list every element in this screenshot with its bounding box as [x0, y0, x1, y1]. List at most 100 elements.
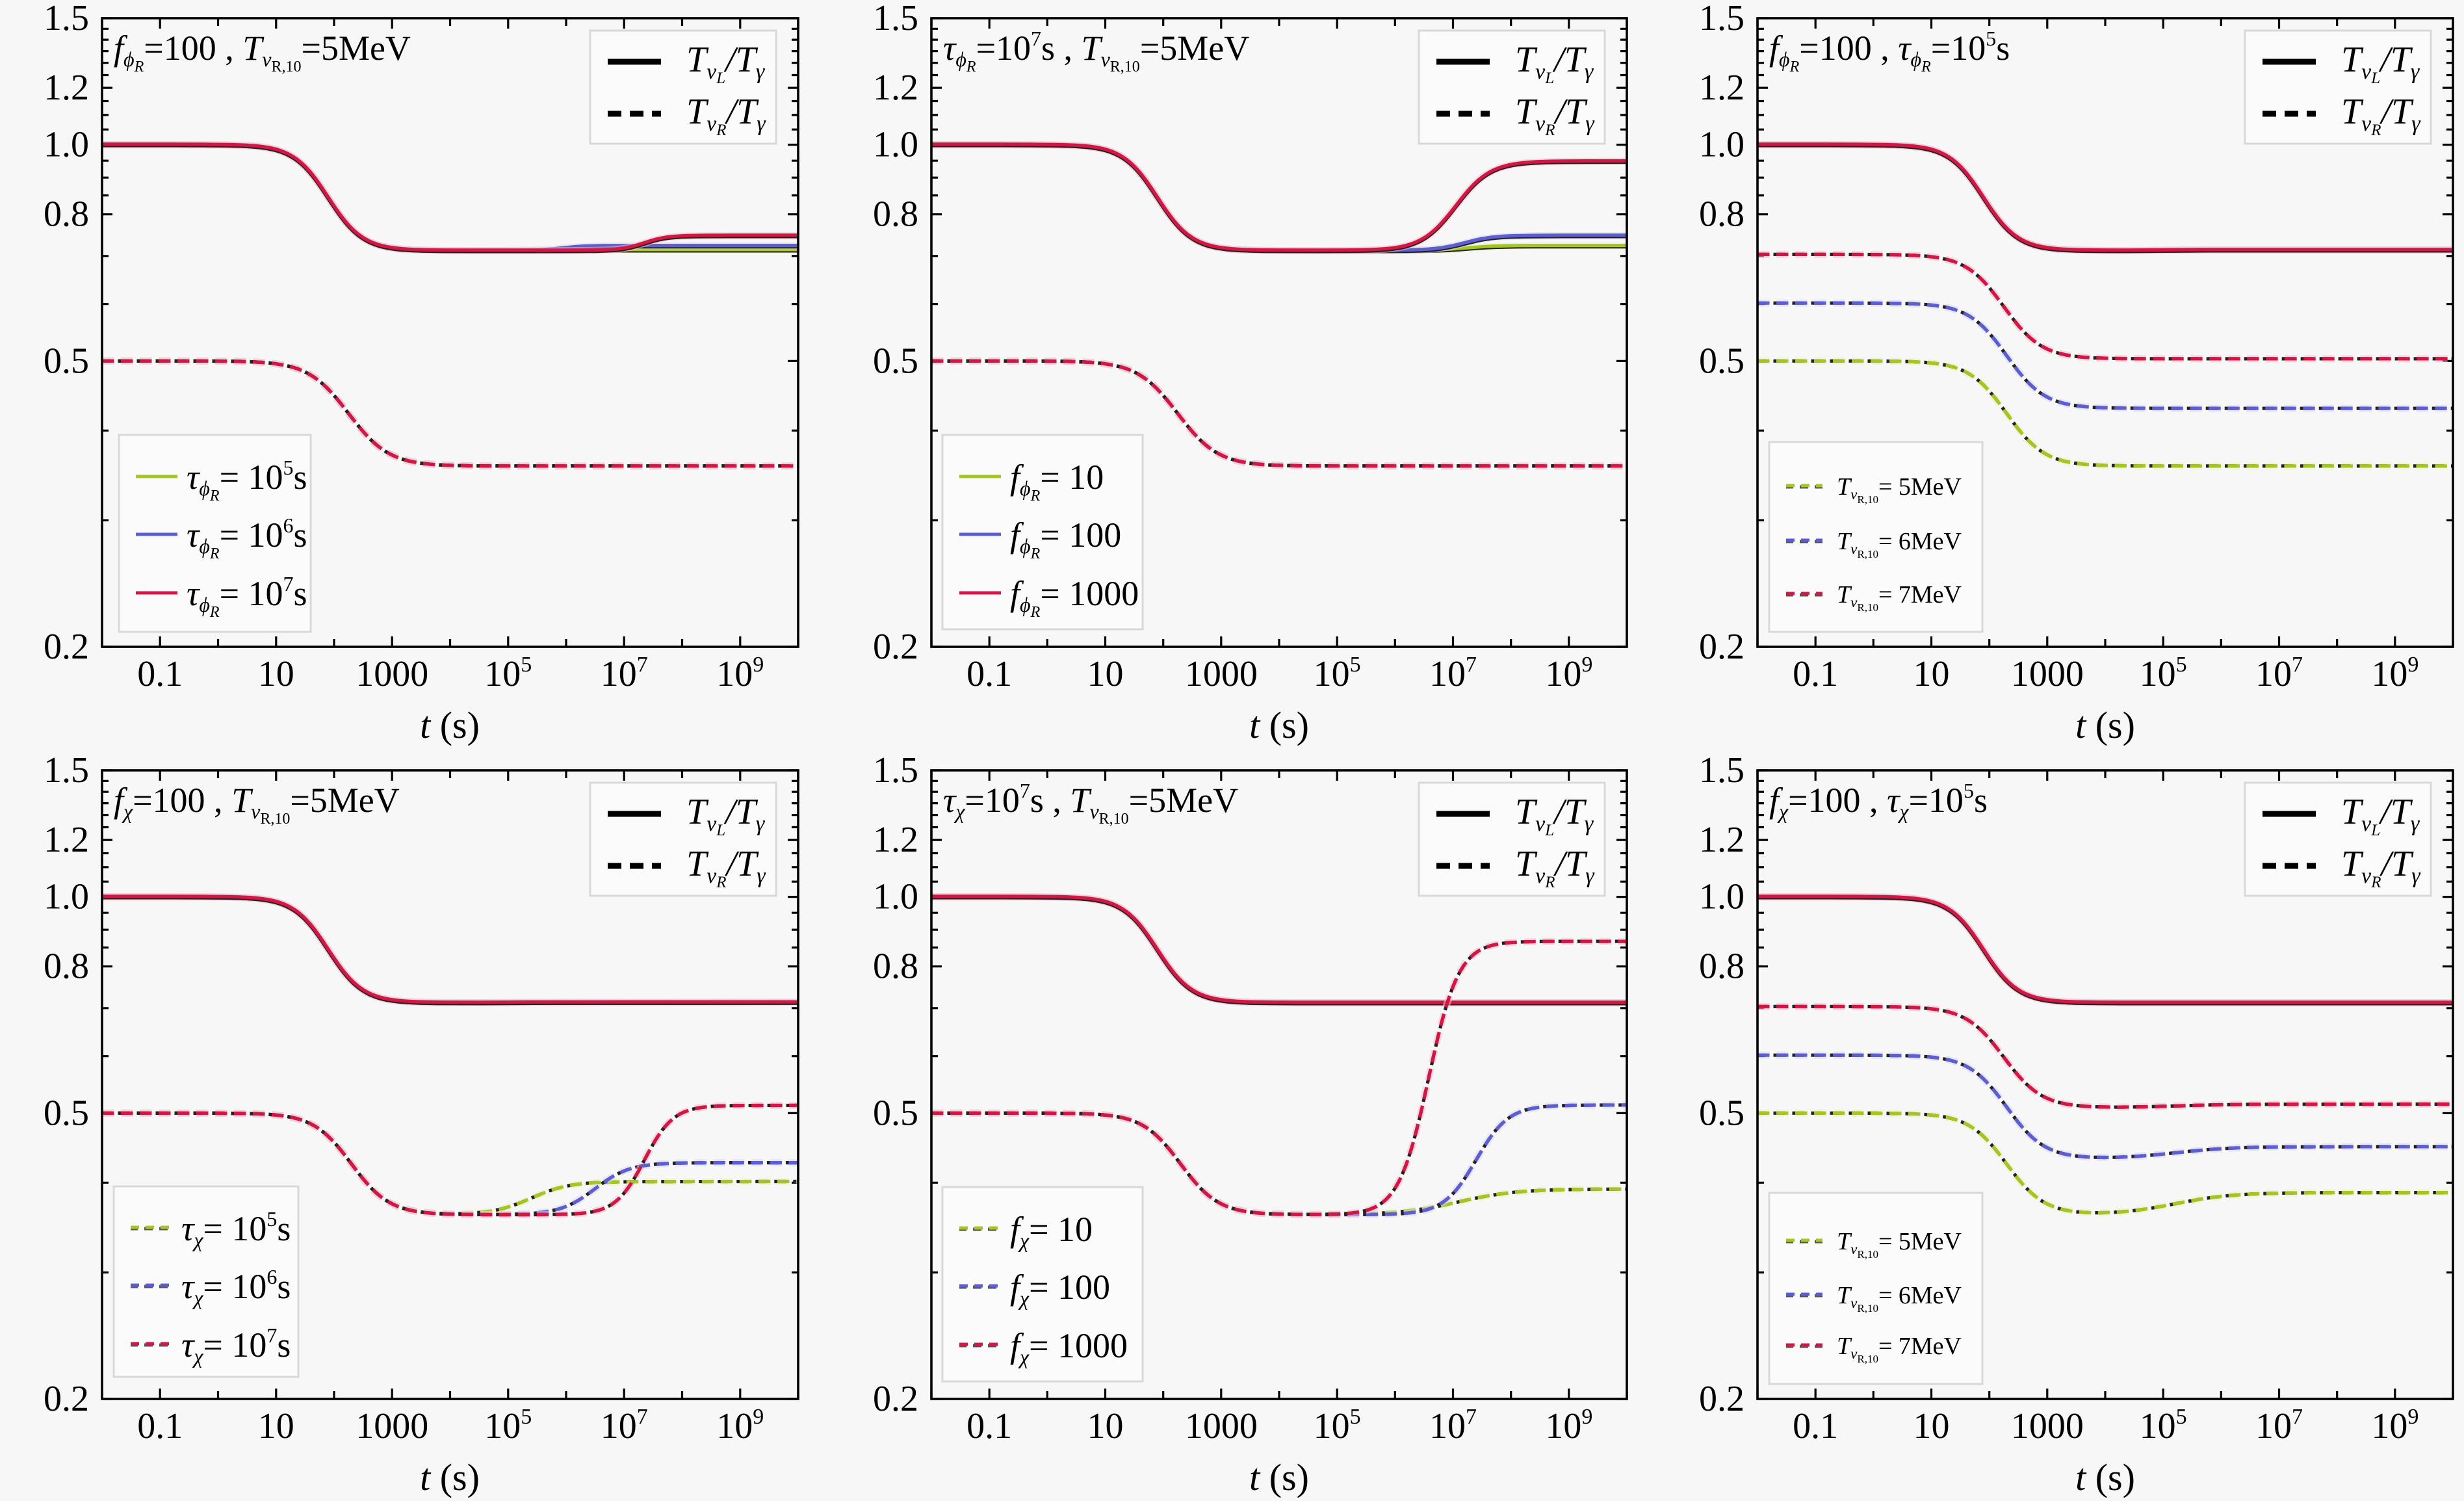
svg-text:1.0: 1.0 [1699, 125, 1744, 165]
svg-text:10: 10 [258, 654, 294, 694]
svg-text:τϕR= 106s: τϕR= 106s [187, 514, 307, 562]
svg-text:1.2: 1.2 [44, 820, 89, 860]
svg-text:TνR/Tγ: TνR/Tγ [686, 92, 766, 139]
svg-text:t (s): t (s) [1249, 1456, 1309, 1498]
svg-text:1000: 1000 [356, 654, 428, 694]
svg-text:10: 10 [1087, 1406, 1124, 1446]
svg-text:105: 105 [484, 1405, 532, 1446]
svg-text:TνL/Tγ: TνL/Tγ [1515, 40, 1594, 87]
svg-text:0.1: 0.1 [966, 1406, 1012, 1446]
svg-text:1000: 1000 [2011, 1406, 2084, 1446]
svg-text:TνL/Tγ: TνL/Tγ [686, 40, 766, 87]
svg-text:1.0: 1.0 [873, 877, 918, 917]
svg-text:0.8: 0.8 [873, 194, 918, 235]
svg-text:0.2: 0.2 [1699, 1379, 1744, 1419]
svg-text:1.5: 1.5 [44, 0, 89, 38]
svg-text:1.2: 1.2 [1699, 820, 1744, 860]
svg-text:0.8: 0.8 [44, 194, 89, 235]
svg-text:TνR/Tγ: TνR/Tγ [2341, 844, 2421, 891]
svg-text:107: 107 [1429, 1405, 1477, 1446]
svg-text:1.2: 1.2 [1699, 68, 1744, 108]
svg-text:105: 105 [2140, 1405, 2187, 1446]
svg-text:0.1: 0.1 [137, 1406, 183, 1446]
svg-text:0.1: 0.1 [1793, 654, 1838, 694]
svg-text:t (s): t (s) [2075, 704, 2135, 746]
svg-text:1.0: 1.0 [1699, 877, 1744, 917]
svg-text:107: 107 [601, 1405, 648, 1446]
svg-text:TνR/Tγ: TνR/Tγ [1515, 92, 1595, 139]
svg-text:TνR/Tγ: TνR/Tγ [686, 844, 766, 891]
svg-text:0.1: 0.1 [966, 654, 1012, 694]
svg-text:109: 109 [1545, 1405, 1592, 1446]
svg-text:τχ=107s , TνR,10=5MeV: τχ=107s , TνR,10=5MeV [943, 779, 1238, 828]
svg-text:fχ= 100: fχ= 100 [1010, 1268, 1110, 1310]
svg-text:fϕR= 10: fϕR= 10 [1010, 458, 1104, 504]
svg-text:0.2: 0.2 [873, 1379, 918, 1419]
svg-text:109: 109 [716, 1405, 764, 1446]
svg-text:109: 109 [716, 653, 764, 694]
svg-text:fχ=100 , τχ=105s: fχ=100 , τχ=105s [1769, 779, 1988, 823]
svg-text:0.5: 0.5 [44, 1093, 89, 1133]
svg-text:TνR/Tγ: TνR/Tγ [2341, 92, 2421, 139]
svg-text:0.8: 0.8 [873, 946, 918, 987]
svg-text:TνL/Tγ: TνL/Tγ [2341, 792, 2420, 839]
svg-text:1000: 1000 [1185, 654, 1258, 694]
svg-text:1.5: 1.5 [873, 0, 918, 38]
svg-text:0.1: 0.1 [137, 654, 183, 694]
svg-text:109: 109 [1545, 653, 1592, 694]
svg-text:τχ= 107s: τχ= 107s [181, 1324, 291, 1368]
svg-text:0.2: 0.2 [1699, 627, 1744, 667]
svg-text:1.5: 1.5 [1699, 750, 1744, 790]
svg-text:109: 109 [2371, 1405, 2419, 1446]
svg-text:TνL/Tγ: TνL/Tγ [1515, 792, 1594, 839]
svg-text:fϕR=100 , τϕR=105s: fϕR=100 , τϕR=105s [1769, 27, 2010, 75]
svg-text:fχ=100 , TνR,10=5MeV: fχ=100 , TνR,10=5MeV [114, 781, 400, 828]
svg-text:TνR,10= 7MeV: TνR,10= 7MeV [1837, 1333, 1962, 1365]
svg-text:1.0: 1.0 [873, 125, 918, 165]
svg-text:107: 107 [2255, 653, 2303, 694]
svg-text:0.2: 0.2 [44, 627, 89, 667]
svg-text:1000: 1000 [2011, 654, 2084, 694]
svg-text:105: 105 [1314, 653, 1361, 694]
svg-text:TνR,10= 5MeV: TνR,10= 5MeV [1837, 473, 1962, 506]
svg-text:TνR,10= 6MeV: TνR,10= 6MeV [1837, 1282, 1962, 1314]
svg-text:TνL/Tγ: TνL/Tγ [686, 792, 766, 839]
svg-text:0.2: 0.2 [44, 1379, 89, 1419]
svg-text:τχ= 105s: τχ= 105s [181, 1207, 291, 1251]
svg-text:105: 105 [2140, 653, 2187, 694]
svg-text:t (s): t (s) [420, 704, 480, 746]
svg-text:0.5: 0.5 [873, 1093, 918, 1133]
svg-text:1.0: 1.0 [44, 877, 89, 917]
svg-text:τϕR=107s , TνR,10=5MeV: τϕR=107s , TνR,10=5MeV [943, 27, 1249, 75]
svg-text:TνL/Tγ: TνL/Tγ [2341, 40, 2420, 87]
svg-text:1.2: 1.2 [44, 68, 89, 108]
svg-text:fχ= 1000: fχ= 1000 [1010, 1326, 1128, 1368]
svg-text:105: 105 [1314, 1405, 1361, 1446]
svg-text:10: 10 [258, 1406, 294, 1446]
svg-text:1.0: 1.0 [44, 125, 89, 165]
svg-text:t (s): t (s) [1249, 704, 1309, 746]
svg-text:1.2: 1.2 [873, 68, 918, 108]
svg-text:107: 107 [601, 653, 648, 694]
svg-text:1.5: 1.5 [44, 750, 89, 790]
svg-text:τϕR= 105s: τϕR= 105s [187, 456, 307, 504]
svg-text:fϕR= 1000: fϕR= 1000 [1010, 574, 1139, 621]
svg-text:TνR/Tγ: TνR/Tγ [1515, 844, 1595, 891]
svg-text:t (s): t (s) [2075, 1456, 2135, 1498]
svg-text:10: 10 [1913, 1406, 1950, 1446]
svg-text:fϕR=100 , TνR,10=5MeV: fϕR=100 , TνR,10=5MeV [114, 29, 411, 75]
svg-text:0.5: 0.5 [44, 341, 89, 381]
svg-text:TνR,10= 5MeV: TνR,10= 5MeV [1837, 1228, 1962, 1260]
svg-text:107: 107 [2255, 1405, 2303, 1446]
svg-text:10: 10 [1913, 654, 1950, 694]
svg-text:107: 107 [1429, 653, 1477, 694]
svg-text:1000: 1000 [1185, 1406, 1258, 1446]
svg-text:1000: 1000 [356, 1406, 428, 1446]
svg-text:1.5: 1.5 [1699, 0, 1744, 38]
svg-text:1.5: 1.5 [873, 750, 918, 790]
svg-text:0.8: 0.8 [1699, 946, 1744, 987]
svg-text:1.2: 1.2 [873, 820, 918, 860]
svg-text:109: 109 [2371, 653, 2419, 694]
svg-text:0.5: 0.5 [873, 341, 918, 381]
svg-text:TνR,10= 6MeV: TνR,10= 6MeV [1837, 528, 1962, 560]
